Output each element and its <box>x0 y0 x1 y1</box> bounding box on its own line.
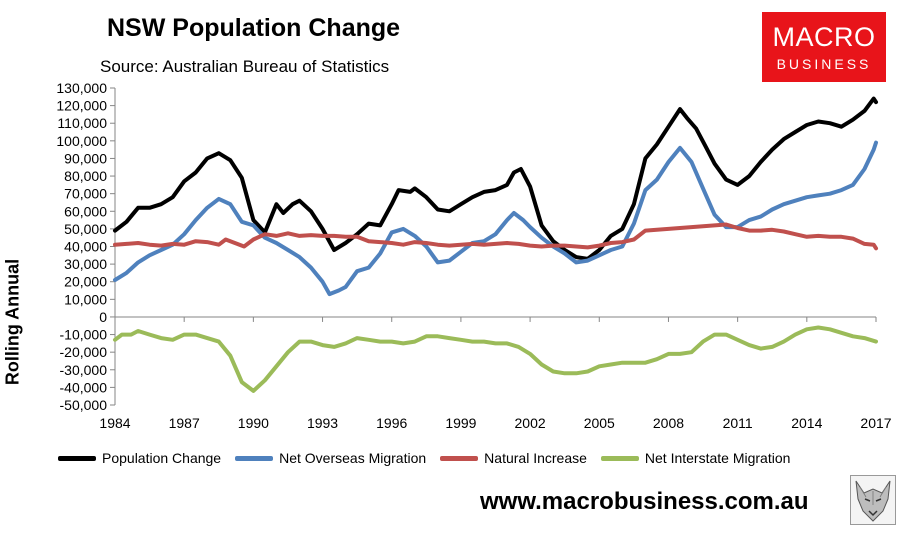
x-tick-label: 1990 <box>238 415 269 431</box>
y-tick-label: 0 <box>99 309 107 325</box>
x-tick-label: 1984 <box>99 415 130 431</box>
y-tick-label: 30,000 <box>64 256 107 272</box>
legend-swatch <box>440 455 479 461</box>
x-tick-label: 2014 <box>791 415 822 431</box>
y-tick-label: -30,000 <box>60 362 108 378</box>
x-tick-label: 2005 <box>584 415 615 431</box>
y-tick-label: -20,000 <box>60 344 108 360</box>
legend-label: Natural Increase <box>484 450 587 466</box>
y-tick-label: 80,000 <box>64 168 107 184</box>
y-tick-label: -10,000 <box>60 327 108 343</box>
legend-item: Population Change <box>58 450 221 466</box>
website-url: www.macrobusiness.com.au <box>480 488 809 515</box>
y-tick-label: -50,000 <box>60 397 108 413</box>
chart-subtitle: Source: Australian Bureau of Statistics <box>100 57 390 76</box>
y-tick-label: 90,000 <box>64 150 107 166</box>
x-tick-label: 1987 <box>169 415 200 431</box>
x-tick-label: 1993 <box>307 415 338 431</box>
macro-business-logo: MACRO BUSINESS <box>762 12 886 82</box>
legend-item: Natural Increase <box>440 450 587 466</box>
legend-swatch <box>58 455 96 461</box>
series-line-net-overseas-migration <box>113 140 878 297</box>
x-tick-label: 2002 <box>515 415 546 431</box>
y-tick-label: 130,000 <box>56 80 107 96</box>
chart-legend: Population Change Net Overseas Migration N… <box>58 448 804 468</box>
x-tick-label: 2011 <box>723 415 753 431</box>
y-tick-label: 120,000 <box>56 98 107 114</box>
legend-item: Net Overseas Migration <box>235 450 426 466</box>
legend-swatch <box>600 455 639 461</box>
y-tick-label: 50,000 <box>64 221 107 237</box>
y-tick-label: 100,000 <box>56 133 107 149</box>
y-tick-label: 60,000 <box>64 203 107 219</box>
y-tick-label: 20,000 <box>64 274 107 290</box>
x-tick-label: 1996 <box>376 415 407 431</box>
y-tick-label: 10,000 <box>64 291 107 307</box>
legend-label: Net Interstate Migration <box>644 450 791 466</box>
wolf-logo-icon <box>850 475 896 525</box>
y-tick-label: 110,000 <box>57 115 107 131</box>
logo-line1: MACRO <box>772 22 876 52</box>
y-tick-label: -40,000 <box>60 379 108 395</box>
legend-label: Net Overseas Migration <box>279 450 427 466</box>
legend-label: Population Change <box>102 450 222 466</box>
series-line-natural-increase <box>113 222 878 251</box>
series-line-population-change <box>113 96 878 261</box>
legend-swatch <box>235 455 274 461</box>
legend-item: Net Interstate Migration <box>600 450 791 466</box>
chart-title: NSW Population Change <box>107 14 401 42</box>
x-tick-label: 2017 <box>860 415 891 431</box>
y-tick-label: 70,000 <box>64 186 107 202</box>
x-tick-label: 1999 <box>445 415 476 431</box>
logo-line2: BUSINESS <box>776 56 872 72</box>
y-tick-label: 40,000 <box>64 239 107 255</box>
series-line-net-interstate-migration <box>113 325 878 393</box>
x-tick-label: 2008 <box>653 415 684 431</box>
